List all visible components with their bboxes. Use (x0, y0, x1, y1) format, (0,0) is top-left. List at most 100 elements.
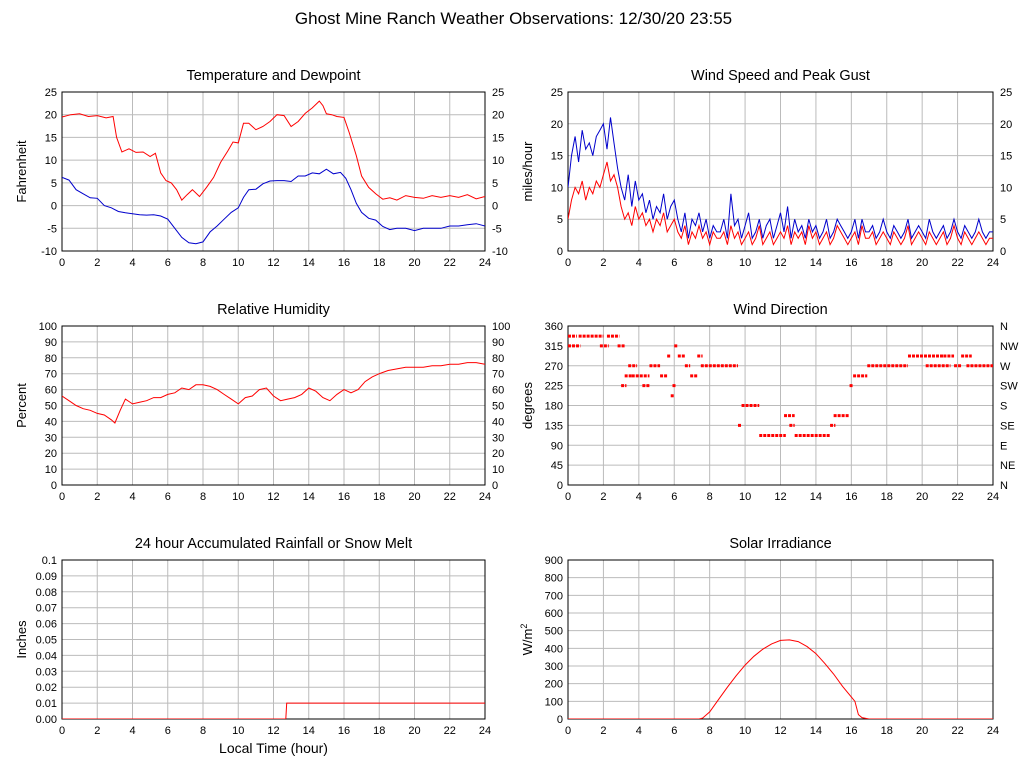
x-tick-label: 20 (408, 491, 420, 503)
x-tick-label: 12 (267, 257, 279, 269)
y-tick-label: 20 (551, 119, 563, 131)
right-y-tick-label: 20 (492, 448, 504, 460)
x-tick-label: 10 (232, 257, 244, 269)
y-tick-label: 400 (545, 643, 563, 655)
x-tick-label: 10 (232, 725, 244, 737)
plot-frame (61, 91, 486, 252)
y-tick-label: 100 (39, 321, 57, 333)
x-tick-label: 0 (59, 257, 65, 269)
right-y-tick-label: 40 (492, 416, 504, 428)
right-y-tick-label: 25 (492, 87, 504, 99)
right-y-tick-label: 30 (492, 432, 504, 444)
plot-frame (567, 325, 994, 486)
series-line-0 (62, 100, 485, 201)
x-tick-label: 18 (881, 257, 893, 269)
y-tick-label: 10 (551, 182, 563, 194)
chart-title: Temperature and Dewpoint (186, 68, 360, 84)
x-tick-label: 24 (987, 725, 999, 737)
y-tick-label: 225 (545, 381, 563, 393)
x-tick-label: 4 (129, 725, 135, 737)
x-tick-label: 0 (565, 491, 571, 503)
right-y-tick-label: -5 (492, 223, 502, 235)
x-tick-label: 18 (373, 491, 385, 503)
x-tick-label: 14 (810, 257, 822, 269)
chart-title: Relative Humidity (217, 302, 331, 318)
x-tick-label: 2 (94, 257, 100, 269)
x-tick-label: 8 (707, 257, 713, 269)
right-y-tick-label: 25 (1000, 87, 1012, 99)
y-tick-label: 900 (545, 555, 563, 567)
right-y-tick-label: 0 (492, 201, 498, 213)
x-tick-label: 8 (200, 257, 206, 269)
x-tick-label: 2 (600, 725, 606, 737)
right-y-tick-label: NW (1000, 341, 1019, 353)
series-line-1 (568, 117, 993, 240)
x-tick-label: 20 (916, 257, 928, 269)
y-tick-label: 0.04 (36, 650, 57, 662)
x-tick-label: 12 (267, 725, 279, 737)
right-y-tick-label: N (1000, 321, 1008, 333)
x-tick-label: 14 (303, 725, 315, 737)
y-tick-label: 20 (45, 110, 57, 122)
x-tick-label: 20 (916, 725, 928, 737)
right-y-tick-label: N (1000, 480, 1008, 492)
plot-frame (567, 91, 994, 252)
chart-title: Wind Direction (733, 302, 827, 318)
x-tick-label: 0 (59, 491, 65, 503)
right-y-tick-label: 20 (492, 110, 504, 122)
right-y-tick-label: S (1000, 401, 1007, 413)
y-tick-label: 5 (51, 178, 57, 190)
x-tick-label: 22 (444, 725, 456, 737)
y-tick-label: 315 (545, 341, 563, 353)
y-tick-label: 0 (51, 480, 57, 492)
x-tick-label: 18 (881, 725, 893, 737)
x-tick-label: 8 (200, 491, 206, 503)
x-tick-label: 8 (707, 725, 713, 737)
y-tick-label: 70 (45, 369, 57, 381)
y-tick-label: 300 (545, 661, 563, 673)
y-tick-label: 0 (557, 246, 563, 258)
x-tick-label: 2 (94, 491, 100, 503)
y-tick-label: 0.1 (42, 555, 57, 567)
y-axis-label: miles/hour (520, 141, 535, 202)
x-tick-label: 24 (479, 257, 491, 269)
x-tick-label: 20 (408, 725, 420, 737)
y-tick-label: 0.08 (36, 587, 57, 599)
x-tick-label: 4 (129, 257, 135, 269)
y-tick-label: 0.01 (36, 698, 57, 710)
right-y-tick-label: W (1000, 361, 1011, 373)
x-tick-label: 10 (232, 491, 244, 503)
x-tick-label: 4 (636, 491, 642, 503)
series-line-1 (62, 168, 485, 245)
right-y-tick-label: 0 (1000, 246, 1006, 258)
y-tick-label: -10 (41, 246, 57, 258)
right-y-tick-label: SE (1000, 420, 1015, 432)
page-title: Ghost Mine Ranch Weather Observations: 1… (294, 9, 733, 28)
x-tick-label: 18 (373, 257, 385, 269)
y-axis-label: Inches (14, 620, 29, 659)
x-tick-label: 2 (600, 491, 606, 503)
x-tick-label: 20 (408, 257, 420, 269)
x-tick-label: 16 (338, 491, 350, 503)
y-tick-label: 25 (45, 87, 57, 99)
y-tick-label: 5 (557, 214, 563, 226)
right-y-tick-label: 100 (492, 321, 510, 333)
y-tick-label: 0.02 (36, 682, 57, 694)
y-tick-label: 270 (545, 361, 563, 373)
x-tick-label: 16 (845, 257, 857, 269)
x-tick-label: 14 (303, 257, 315, 269)
x-tick-label: 2 (600, 257, 606, 269)
right-y-tick-label: 10 (1000, 182, 1012, 194)
x-tick-label: 2 (94, 725, 100, 737)
y-tick-label: 0.00 (36, 714, 57, 726)
y-tick-label: 0 (51, 201, 57, 213)
x-tick-label: 6 (671, 257, 677, 269)
x-tick-label: 24 (987, 257, 999, 269)
y-axis-label: W/m2 (519, 624, 535, 656)
x-tick-label: 22 (444, 491, 456, 503)
y-tick-label: 10 (45, 464, 57, 476)
